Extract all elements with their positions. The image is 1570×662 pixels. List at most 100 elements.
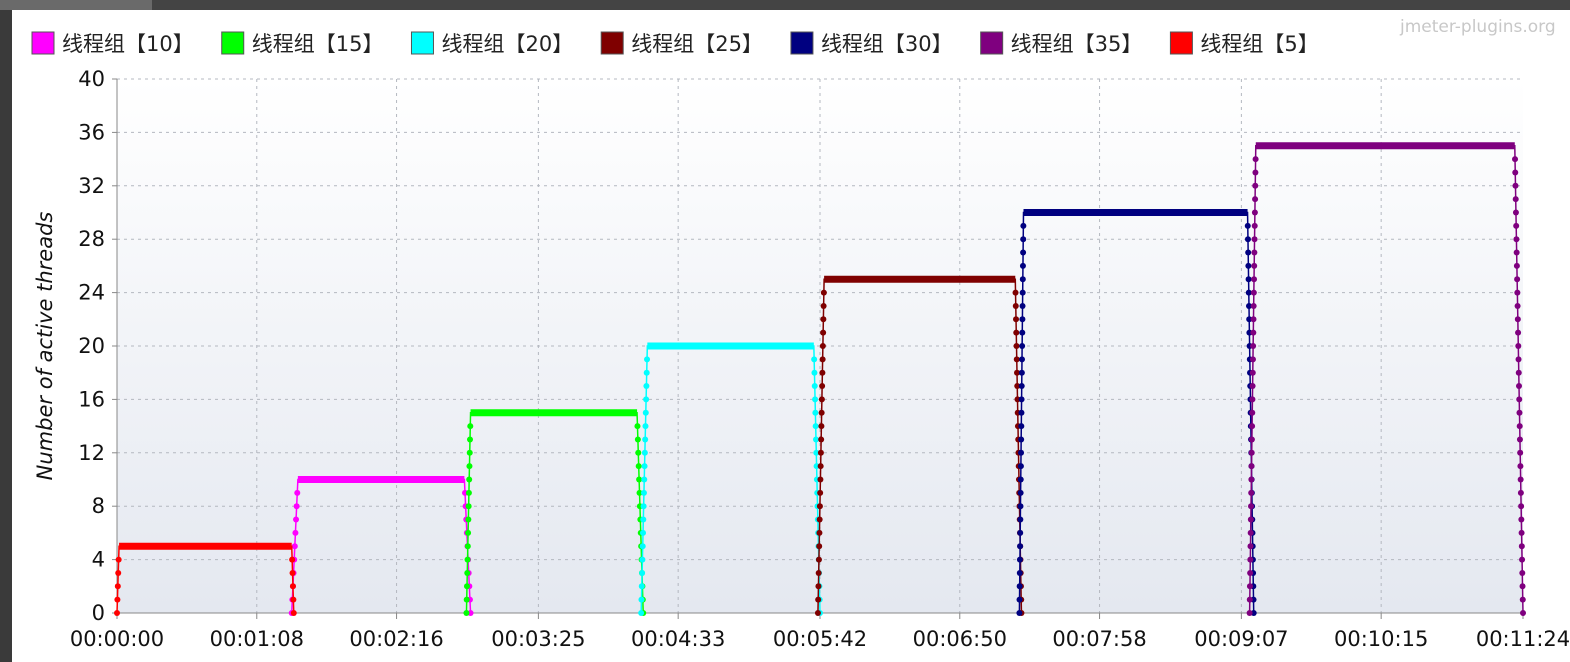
data-point bbox=[1012, 302, 1019, 309]
data-point bbox=[640, 529, 647, 536]
data-point bbox=[1017, 463, 1024, 470]
data-point bbox=[1249, 369, 1256, 376]
data-point bbox=[1016, 610, 1023, 616]
data-point bbox=[289, 569, 296, 576]
data-point bbox=[1017, 543, 1024, 550]
top-tab bbox=[0, 0, 152, 10]
data-point bbox=[1250, 343, 1257, 349]
data-point bbox=[1518, 543, 1525, 550]
legend-swatch bbox=[410, 31, 434, 55]
data-point bbox=[1518, 503, 1525, 510]
data-point bbox=[642, 423, 649, 430]
data-point bbox=[643, 383, 650, 390]
y-tick-label: 0 bbox=[92, 601, 105, 625]
data-point bbox=[643, 369, 650, 376]
data-point bbox=[1246, 583, 1253, 590]
y-tick-label: 28 bbox=[78, 227, 105, 251]
axes: 0 4 8 12 16 20 24 28 32 36 40 00:00:00 00:01:08 00:02… bbox=[70, 67, 1570, 651]
data-point bbox=[1250, 302, 1257, 309]
data-point bbox=[1247, 543, 1254, 550]
data-point bbox=[1245, 249, 1252, 256]
y-tick-label: 40 bbox=[78, 67, 105, 91]
data-point bbox=[1019, 262, 1026, 269]
x-tick-label: 00:04:33 bbox=[631, 627, 725, 651]
x-tick-label: 00:09:07 bbox=[1194, 627, 1288, 651]
y-tick-label: 8 bbox=[92, 494, 105, 518]
data-point bbox=[1019, 289, 1026, 296]
data-point bbox=[1249, 356, 1256, 363]
data-point bbox=[816, 503, 823, 510]
data-point bbox=[642, 436, 649, 443]
data-point bbox=[114, 583, 121, 590]
data-point bbox=[816, 529, 823, 536]
data-point bbox=[1013, 329, 1020, 336]
data-point bbox=[638, 610, 645, 616]
data-point bbox=[815, 583, 822, 590]
data-point bbox=[814, 610, 821, 616]
data-point bbox=[1250, 610, 1257, 616]
data-point bbox=[811, 356, 818, 363]
data-point bbox=[1014, 369, 1021, 376]
data-point bbox=[1019, 316, 1026, 323]
data-point bbox=[818, 436, 825, 443]
data-point bbox=[1519, 569, 1526, 576]
legend-label: 线程组【15】 bbox=[252, 32, 384, 56]
data-point bbox=[818, 423, 825, 430]
data-point bbox=[1517, 449, 1524, 456]
data-point bbox=[1512, 182, 1519, 189]
data-point bbox=[1245, 302, 1252, 309]
data-point bbox=[815, 556, 822, 563]
data-point bbox=[1019, 343, 1026, 349]
data-point bbox=[815, 596, 822, 603]
data-point bbox=[817, 449, 824, 456]
top-strip bbox=[0, 0, 1570, 10]
series-lines bbox=[114, 142, 1526, 616]
data-point bbox=[1519, 583, 1526, 590]
data-point bbox=[1020, 222, 1027, 229]
data-point bbox=[817, 476, 824, 483]
data-point bbox=[467, 436, 474, 443]
data-point bbox=[819, 369, 826, 376]
data-point bbox=[815, 569, 822, 576]
data-point bbox=[1249, 423, 1256, 430]
data-point bbox=[640, 503, 647, 510]
x-tick-label: 00:05:42 bbox=[773, 627, 867, 651]
data-point bbox=[1018, 369, 1025, 376]
data-point bbox=[1248, 436, 1255, 443]
data-point bbox=[1514, 316, 1521, 323]
x-tick-label: 00:11:24 bbox=[1476, 627, 1570, 651]
legend-swatch bbox=[790, 31, 814, 55]
data-point bbox=[1248, 463, 1255, 470]
data-point bbox=[115, 556, 122, 563]
data-point bbox=[1513, 249, 1520, 256]
data-point bbox=[1016, 569, 1023, 576]
data-point bbox=[1249, 396, 1256, 403]
data-point bbox=[1248, 449, 1255, 456]
data-point bbox=[1517, 489, 1524, 496]
data-point bbox=[1516, 423, 1523, 430]
data-point bbox=[813, 449, 820, 456]
data-point bbox=[1513, 222, 1520, 229]
y-tick-label: 4 bbox=[92, 548, 105, 572]
data-point bbox=[644, 356, 651, 363]
data-point bbox=[640, 516, 647, 523]
data-point bbox=[466, 476, 473, 483]
data-point bbox=[1250, 316, 1257, 323]
data-point bbox=[1246, 596, 1253, 603]
data-point bbox=[293, 516, 300, 523]
data-point bbox=[639, 569, 646, 576]
data-point bbox=[819, 343, 826, 349]
data-point bbox=[819, 383, 826, 390]
data-point bbox=[1515, 369, 1522, 376]
data-point bbox=[1514, 276, 1521, 283]
data-point bbox=[465, 516, 472, 523]
data-point bbox=[114, 596, 121, 603]
data-point bbox=[1013, 343, 1020, 349]
data-point bbox=[465, 529, 472, 536]
data-point bbox=[641, 449, 648, 456]
data-point bbox=[1512, 156, 1519, 163]
data-point bbox=[1516, 396, 1523, 403]
data-point bbox=[464, 569, 471, 576]
series bbox=[114, 542, 297, 616]
